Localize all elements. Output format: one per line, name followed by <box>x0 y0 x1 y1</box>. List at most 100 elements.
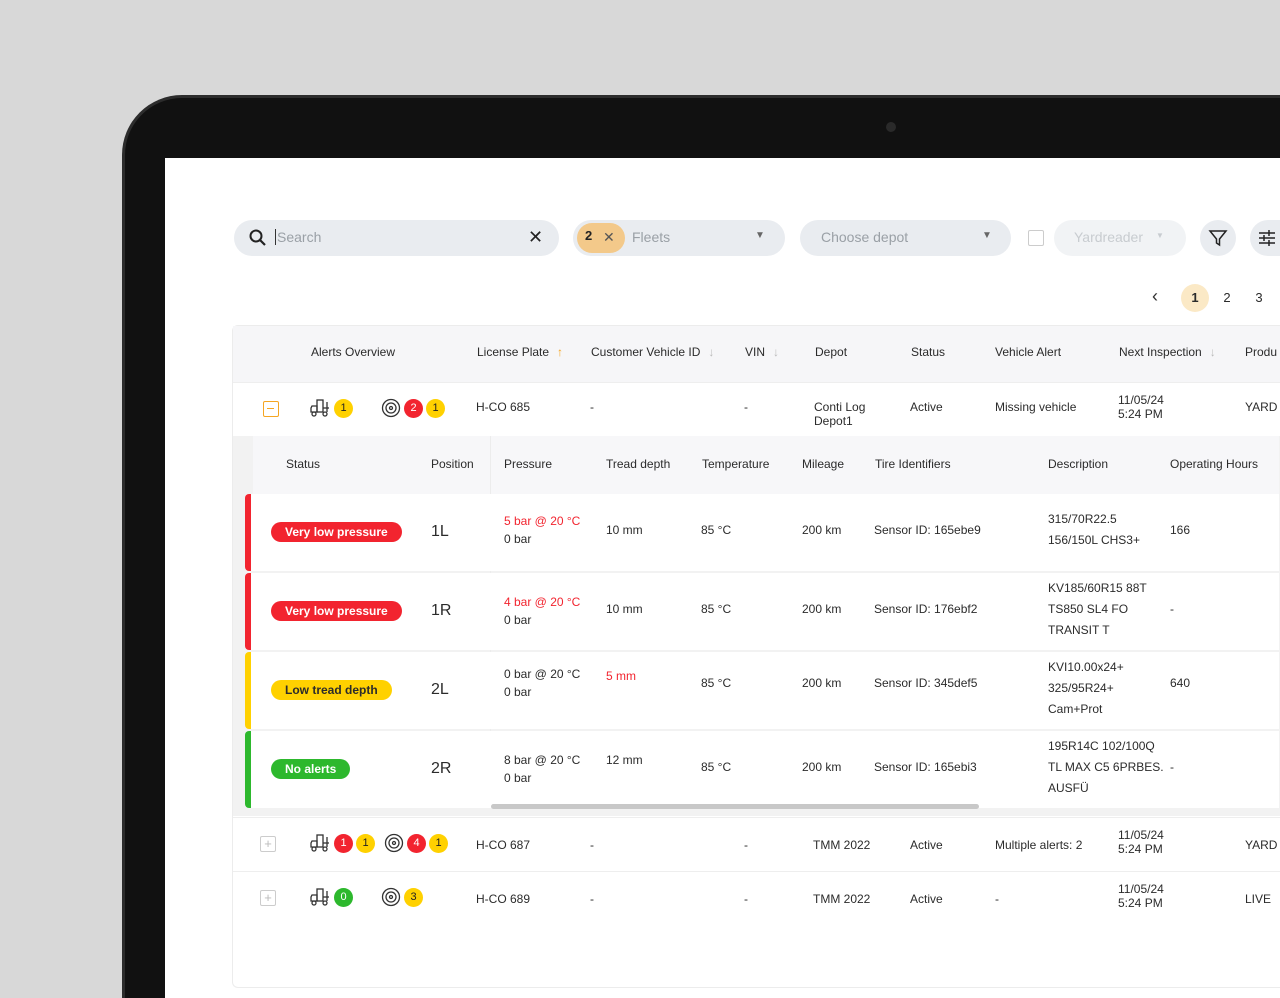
tire-row[interactable]: No alerts 2R 8 bar @ 20 °C 0 bar 12 mm 85 °C 2… <box>245 731 1279 808</box>
truck-icon <box>310 399 329 417</box>
chevron-down-icon: ▼ <box>982 230 992 241</box>
cell-inspection-date: 11/05/24 <box>1118 882 1164 896</box>
column-header[interactable]: Next Inspection ↓ <box>1119 345 1216 359</box>
page-3[interactable]: 3 <box>1255 290 1263 305</box>
tire-pressure: 8 bar @ 20 °C <box>504 753 581 767</box>
subtable-header <box>253 436 1279 494</box>
tire-row[interactable]: Low tread depth 2L 0 bar @ 20 °C 0 bar 5 mm 8… <box>245 652 1279 729</box>
filter-button[interactable] <box>1200 220 1236 256</box>
tire-pressure: 5 bar @ 20 °C <box>504 514 581 528</box>
tire-sensor: Sensor ID: 165ebi3 <box>874 760 977 774</box>
tire-alert-badge: 1 <box>426 398 445 418</box>
camera <box>886 122 896 132</box>
cell-vin: - <box>744 838 748 852</box>
column-header[interactable]: License Plate ↑ <box>477 345 564 359</box>
tire-mileage: 200 km <box>802 760 842 774</box>
yardreader-label: Yardreader <box>1074 229 1144 245</box>
yardreader-checkbox[interactable] <box>1028 230 1044 246</box>
cell-inspection-date: 11/05/24 <box>1118 828 1164 842</box>
filter-icon <box>1208 230 1228 247</box>
tire-operating-hours: 640 <box>1170 676 1191 690</box>
tire-position: 2R <box>431 760 452 777</box>
subcolumn-header: Mileage <box>802 457 845 471</box>
cell-product: LIVE <box>1245 892 1272 906</box>
cell-status: Active <box>910 892 943 906</box>
column-header[interactable]: VIN ↓ <box>745 345 780 359</box>
tire-status-badge: Very low pressure <box>271 601 402 621</box>
tire-temp: 85 °C <box>701 760 732 774</box>
tire-pressure-secondary: 0 bar <box>504 685 532 699</box>
page-1[interactable]: 1 <box>1181 284 1209 312</box>
column-header[interactable]: Alerts Overview <box>311 345 396 359</box>
tire-position: 1R <box>431 602 452 619</box>
subcolumn-header: Tire Identifiers <box>875 457 951 471</box>
tire-description-line: KV185/60R15 88T <box>1048 581 1147 595</box>
subcolumn-header: Operating Hours <box>1170 457 1259 471</box>
tires-subtable: Status Position Pressure Tread depth Tempera… <box>233 436 1280 816</box>
column-header[interactable]: Produ <box>1245 345 1278 359</box>
tire-mileage: 200 km <box>802 676 842 690</box>
tire-description-line: TL MAX C5 6PRBES. <box>1048 760 1164 774</box>
vehicle-row[interactable]: 1 2 1 H-CO 685- - Active Missing vehicle YARD Co… <box>233 383 1280 437</box>
column-header[interactable]: Vehicle Alert <box>995 345 1062 359</box>
subcolumn-header: Description <box>1048 457 1109 471</box>
fleets-count: 2 <box>585 228 593 243</box>
tire-description-line: Cam+Prot <box>1048 702 1103 716</box>
tire-operating-hours: - <box>1170 602 1174 616</box>
vehicle-alert-badge: 1 <box>334 398 353 418</box>
collapse-icon[interactable] <box>263 401 279 417</box>
cell-alert: Missing vehicle <box>995 400 1077 414</box>
column-header[interactable]: Customer Vehicle ID ↓ <box>591 345 715 359</box>
tire-pressure-secondary: 0 bar <box>504 532 532 546</box>
fleets-select[interactable]: 2 ✕ Fleets ▼ <box>573 220 785 256</box>
vehicle-row[interactable]: +0 3 H-CO 689- - Active - LIVE TMM 2022 11/05/24… <box>233 871 1280 925</box>
cell-depot: TMM 2022 <box>813 892 871 906</box>
prev-page-icon[interactable]: ‹ <box>1152 286 1158 306</box>
fleets-label: Fleets <box>632 229 671 245</box>
tire-tread: 10 mm <box>606 523 643 537</box>
search-input[interactable]: Search <box>275 229 322 245</box>
horizontal-scrollbar[interactable] <box>491 804 979 809</box>
search-icon <box>249 229 266 246</box>
column-header[interactable]: Depot <box>815 345 848 359</box>
vehicles-table: Alerts Overview License Plate ↑ Customer Ve… <box>232 325 1280 988</box>
remove-fleets-icon[interactable]: ✕ <box>603 229 615 245</box>
tire-operating-hours: 166 <box>1170 523 1191 537</box>
tire-pressure-secondary: 0 bar <box>504 771 532 785</box>
tire-position: 2L <box>431 681 449 698</box>
settings-button[interactable] <box>1250 220 1280 256</box>
tire-pressure: 4 bar @ 20 °C <box>504 595 581 609</box>
page-2[interactable]: 2 <box>1223 290 1231 305</box>
search-field[interactable]: Search ✕ <box>234 220 559 256</box>
tire-description-line: 156/150L CHS3+ <box>1048 533 1140 547</box>
cell-plate: H-CO 685 <box>476 400 531 414</box>
clear-icon[interactable]: ✕ <box>528 227 544 247</box>
subcolumn-header: Position <box>431 457 474 471</box>
tire-status-badge: No alerts <box>271 759 351 779</box>
cell-depot: Conti Log Depot1 <box>814 400 866 428</box>
tire-tread: 10 mm <box>606 602 643 616</box>
tire-icon <box>381 398 401 418</box>
tire-sensor: Sensor ID: 165ebe9 <box>874 523 981 537</box>
tire-row[interactable]: Very low pressure 1L 5 bar @ 20 °C 0 bar 10 … <box>245 494 1279 571</box>
subcolumn-header: Tread depth <box>606 457 671 471</box>
tire-alert-badge: 4 <box>407 833 426 853</box>
depot-select[interactable]: Choose depot ▼ <box>800 220 1011 256</box>
expand-icon[interactable]: + <box>260 836 276 852</box>
subcolumn-header: Temperature <box>702 457 770 471</box>
cell-cust_id: - <box>590 400 594 414</box>
truck-icon <box>310 888 329 906</box>
depot-placeholder: Choose depot <box>821 229 909 245</box>
tire-row[interactable]: Very low pressure 1R 4 bar @ 20 °C 0 bar 10 … <box>245 573 1279 650</box>
column-header[interactable]: Status <box>911 345 946 359</box>
table-header: Alerts Overview License Plate ↑ Customer Ve… <box>233 326 1280 383</box>
subcolumn-header: Status <box>286 457 321 471</box>
yardreader-select[interactable]: Yardreader ▼ <box>1054 220 1186 256</box>
expand-icon[interactable]: + <box>260 890 276 906</box>
cell-product: YARD <box>1245 838 1278 852</box>
cell-inspection-time: 5:24 PM <box>1118 407 1163 421</box>
